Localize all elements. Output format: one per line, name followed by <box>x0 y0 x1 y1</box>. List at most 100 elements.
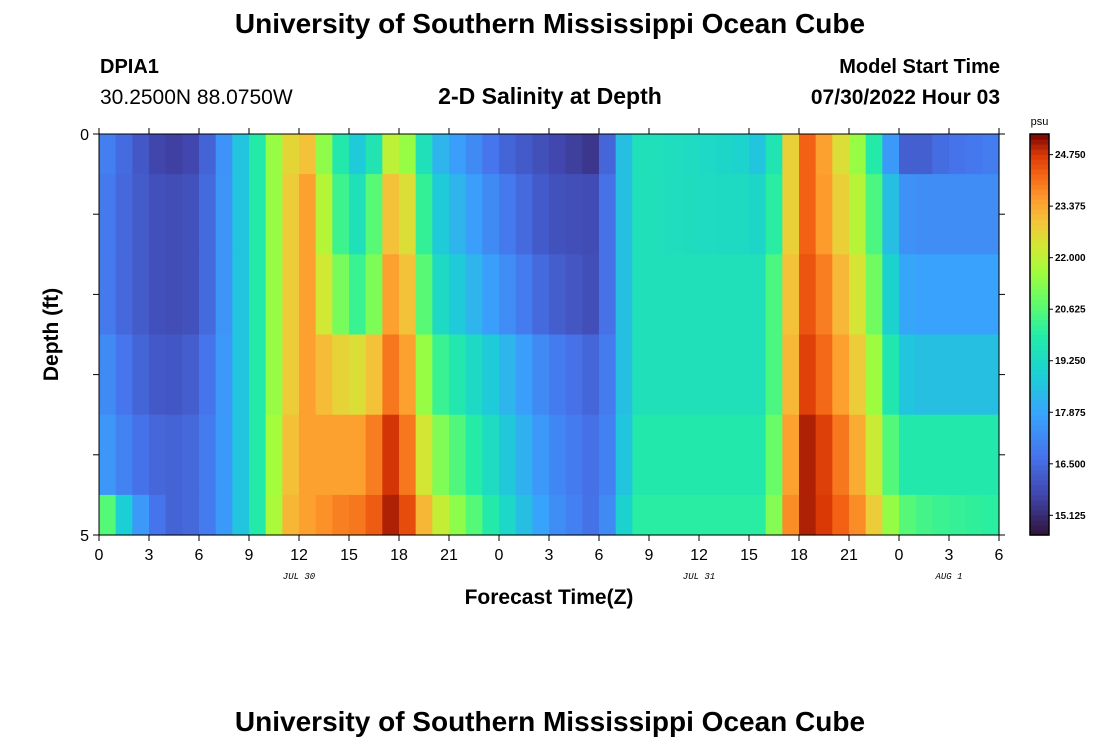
heatmap-cell <box>249 334 267 416</box>
colorbar-segment <box>1030 259 1049 265</box>
heatmap-cell <box>599 334 617 416</box>
colorbar-segment <box>1030 249 1049 255</box>
heatmap-cell <box>299 174 317 255</box>
heatmap-cell <box>282 334 300 416</box>
heatmap-cell <box>965 334 983 416</box>
heatmap-cell <box>715 334 733 416</box>
heatmap-cell <box>449 134 467 175</box>
heatmap-cell <box>599 134 617 175</box>
heatmap-cell <box>199 334 217 416</box>
heatmap-cell <box>215 174 233 255</box>
colorbar: psu 24.750 23.375 22.000 20.625 19.250 17.875 1… <box>1029 116 1086 536</box>
heatmap-cell <box>132 174 150 255</box>
heatmap-cell <box>815 494 833 536</box>
x-tick-label: 6 <box>995 547 1004 564</box>
heatmap-cell <box>782 134 800 175</box>
heatmap-cell <box>415 174 433 255</box>
heatmap-cell <box>99 134 117 175</box>
heatmap-cell <box>849 494 867 536</box>
heatmap-cell <box>449 494 467 536</box>
heatmap-cell <box>849 334 867 416</box>
heatmap-cell <box>99 494 117 536</box>
heatmap-cell <box>699 174 717 255</box>
heatmap-cell <box>549 134 567 175</box>
page-title: University of Southern Mississippi Ocean… <box>234 8 866 39</box>
x-tick-label: 15 <box>740 547 758 564</box>
colorbar-segment <box>1030 234 1049 240</box>
heatmap-cell <box>649 254 667 336</box>
colorbar-segment <box>1030 434 1049 441</box>
heatmap-cell <box>465 134 483 175</box>
heatmap-cell <box>699 134 717 175</box>
colorbar-segment <box>1030 139 1049 145</box>
heatmap-cell <box>249 414 267 496</box>
heatmap-cell <box>665 494 683 536</box>
heatmap-cell <box>215 134 233 175</box>
heatmap-cell <box>732 334 750 416</box>
heatmap-cell <box>249 494 267 536</box>
heatmap-cell <box>632 254 650 336</box>
colorbar-segment <box>1030 364 1049 371</box>
x-tick-label: 12 <box>290 547 308 564</box>
heatmap-cell <box>332 334 350 416</box>
colorbar-segment <box>1030 394 1049 401</box>
colorbar-segment <box>1030 504 1049 511</box>
heatmap-cell <box>265 174 283 255</box>
model-start-time: 07/30/2022 Hour 03 <box>810 86 1000 109</box>
heatmap-cell <box>732 494 750 536</box>
heatmap-cell <box>582 174 600 255</box>
colorbar-segment <box>1030 469 1049 476</box>
colorbar-segment <box>1030 344 1049 351</box>
heatmap-cell <box>832 174 850 255</box>
y-axis-label: Depth (ft) <box>40 288 63 381</box>
heatmap-cell <box>532 134 550 175</box>
heatmap-cell <box>899 174 917 255</box>
x-tick-label: 6 <box>195 547 204 564</box>
heatmap-cell <box>565 174 583 255</box>
colorbar-segment <box>1030 324 1049 331</box>
colorbar-frame <box>1029 133 1050 536</box>
heatmap-cell <box>349 134 367 175</box>
y-tick-label: 5 <box>80 528 89 545</box>
colorbar-segment <box>1030 374 1049 381</box>
heatmap-cell <box>882 334 900 416</box>
heatmap-cell <box>649 174 667 255</box>
heatmap-cell <box>615 254 633 336</box>
heatmap-cell <box>682 254 700 336</box>
heatmap-cell <box>515 134 533 175</box>
heatmap-cell <box>232 134 250 175</box>
heatmap-cell <box>532 334 550 416</box>
heatmap-cell <box>915 134 933 175</box>
heatmap-cell <box>415 334 433 416</box>
heatmap-cell <box>665 414 683 496</box>
heatmap-cell <box>115 414 133 496</box>
heatmap-cell <box>382 254 400 336</box>
heatmap-cell <box>865 254 883 336</box>
colorbar-tick-label: 17.875 <box>1055 408 1086 419</box>
x-tick-label: 0 <box>895 547 904 564</box>
heatmap-cell <box>132 334 150 416</box>
heatmap-cell <box>532 254 550 336</box>
colorbar-segment <box>1030 449 1049 456</box>
heatmap-cell <box>899 254 917 336</box>
colorbar-segment <box>1030 399 1049 406</box>
heatmap-cell <box>465 414 483 496</box>
colorbar-segment <box>1030 484 1049 491</box>
heatmap-cell <box>532 414 550 496</box>
colorbar-segment <box>1030 339 1049 346</box>
heatmap-cell <box>465 174 483 255</box>
x-tick-label: 3 <box>145 547 154 564</box>
heatmap-cell <box>615 494 633 536</box>
heatmap-cell <box>865 174 883 255</box>
colorbar-segment <box>1030 254 1049 260</box>
colorbar-segment <box>1030 349 1049 356</box>
colorbar-segment <box>1030 334 1049 341</box>
heatmap-cell <box>465 494 483 536</box>
heatmap-cell <box>282 494 300 536</box>
heatmap-cell <box>682 494 700 536</box>
heatmap-cell <box>299 134 317 175</box>
heatmap-cell <box>315 254 333 336</box>
heatmap-cell <box>649 494 667 536</box>
heatmap-cell <box>732 254 750 336</box>
